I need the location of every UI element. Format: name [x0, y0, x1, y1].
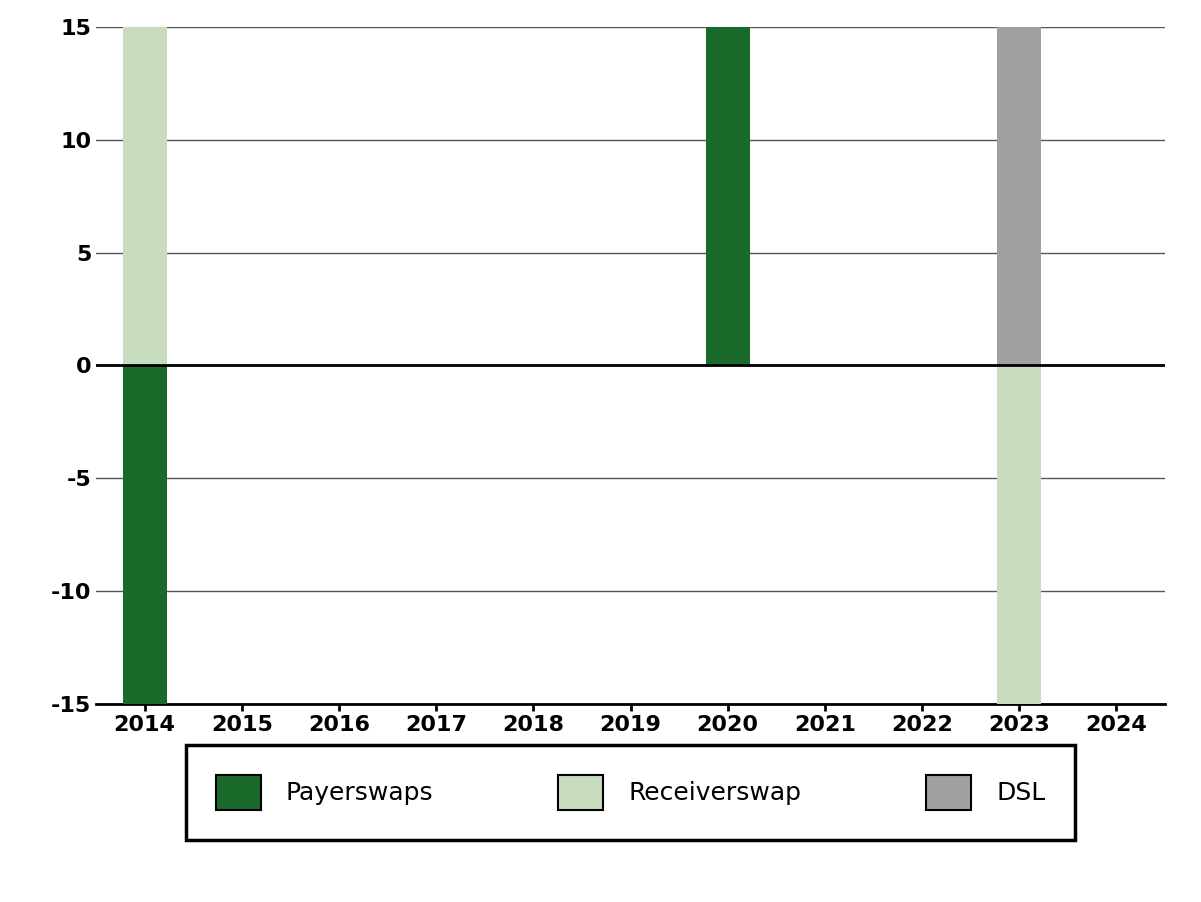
Legend: Payerswaps, Receiverswap, DSL: Payerswaps, Receiverswap, DSL	[186, 744, 1075, 840]
Bar	[123, 27, 167, 365]
Bar	[997, 365, 1041, 704]
Bar	[706, 27, 749, 365]
Bar	[997, 27, 1041, 365]
Bar	[123, 365, 167, 704]
